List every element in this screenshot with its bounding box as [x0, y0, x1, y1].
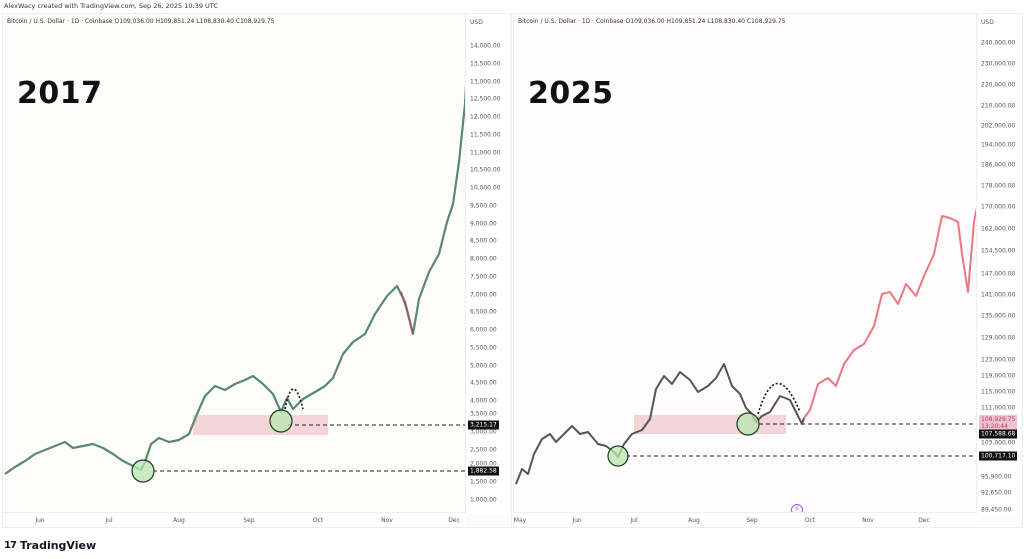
- month-label: Dec: [448, 517, 460, 524]
- chart-panel-2025[interactable]: Bitcoin / U.S. Dollar · 1D · Coinbase O1…: [513, 13, 1023, 528]
- price-tick: 1,500.00: [470, 478, 497, 486]
- symbol-legend: Bitcoin / U.S. Dollar · 1D · Coinbase O1…: [7, 18, 275, 25]
- month-label: Aug: [688, 517, 700, 524]
- price-tick: 10,000.00: [470, 184, 501, 192]
- last-price-tag: 108,929.75 13:20:44: [979, 415, 1018, 431]
- price-tick: 4,500.00: [470, 379, 497, 387]
- price-tick: 13,000.00: [470, 78, 501, 86]
- price-tick: 123,000.00: [981, 356, 1016, 364]
- price-tick: 9,000.00: [470, 220, 497, 228]
- price-tick: 147,000.00: [981, 270, 1016, 278]
- month-label: Sep: [746, 517, 758, 524]
- price-tag-low: 1,882.58: [468, 466, 499, 476]
- price-tick: 178,000.00: [981, 182, 1016, 190]
- price-tick: 2,500.00: [470, 446, 497, 454]
- bar-countdown: 13:20:44: [981, 423, 1008, 430]
- price-chart-2017: [4, 67, 466, 483]
- month-label: Sep: [243, 517, 255, 524]
- price-tick: 3,000.00: [470, 428, 497, 436]
- month-label: Dec: [918, 517, 930, 524]
- price-tick: 119,000.00: [981, 372, 1016, 380]
- year-label: 2017: [17, 76, 103, 111]
- price-tick: 95,900.00: [981, 473, 1012, 481]
- price-tick: 10,500.00: [470, 166, 501, 174]
- price-tick: 210,000.00: [981, 102, 1016, 110]
- price-chart-2025: [515, 201, 977, 485]
- month-label: May: [513, 517, 527, 524]
- price-tick: 89,450.00: [981, 506, 1012, 514]
- price-tick: 220,000.00: [981, 81, 1016, 89]
- price-tick: 5,000.00: [470, 362, 497, 370]
- price-tick: 111,000.00: [981, 404, 1016, 412]
- price-tick: 194,000.00: [981, 141, 1016, 149]
- price-tick: 162,000.00: [981, 225, 1016, 233]
- price-tick: 240,000.00: [981, 39, 1016, 47]
- month-label: Oct: [804, 517, 816, 524]
- price-tick: 7,500.00: [470, 273, 497, 281]
- plot-area[interactable]: Bitcoin / U.S. Dollar · 1D · Coinbase O1…: [514, 14, 977, 514]
- month-label: Jun: [35, 517, 45, 524]
- price-tick: 6,000.00: [470, 326, 497, 334]
- month-label: Nov: [862, 517, 874, 524]
- price-tag-support: 107,588.68: [979, 429, 1018, 439]
- price-tick: 8,000.00: [470, 255, 497, 263]
- price-tick: 4,000.00: [470, 397, 497, 405]
- price-tick: 129,000.00: [981, 334, 1016, 342]
- plot-area[interactable]: Bitcoin / U.S. Dollar · 1D · Coinbase O1…: [3, 14, 466, 514]
- brand-name: TradingView: [19, 539, 97, 552]
- price-tag-low: 100,717.10: [979, 451, 1018, 461]
- price-tick: 103,000.00: [981, 439, 1016, 447]
- price-tick: 5,500.00: [470, 344, 497, 352]
- price-tick: 135,000.00: [981, 312, 1016, 320]
- price-tick: 6,500.00: [470, 308, 497, 316]
- price-tick: 14,000.00: [470, 42, 501, 50]
- price-tick: 1,000.00: [470, 496, 497, 504]
- currency-label: USD: [981, 19, 994, 26]
- price-tag-support: 3,215.17: [468, 420, 499, 430]
- currency-label: USD: [470, 19, 483, 26]
- chart-panel-2017[interactable]: Bitcoin / U.S. Dollar · 1D · Coinbase O1…: [2, 13, 512, 528]
- price-tick: 154,500.00: [981, 247, 1016, 255]
- price-tick: 141,000.00: [981, 291, 1016, 299]
- price-tick: 11,000.00: [470, 149, 501, 157]
- symbol-legend: Bitcoin / U.S. Dollar · 1D · Coinbase O1…: [518, 18, 786, 25]
- time-axis[interactable]: May Jun Jul Aug Sep Oct Nov Dec: [514, 512, 977, 527]
- last-price: 108,929.75: [981, 416, 1016, 423]
- price-tick: 13,500.00: [470, 60, 501, 68]
- tradingview-logo-icon: 17: [4, 540, 17, 551]
- price-tick: 115,000.00: [981, 388, 1016, 396]
- month-label: Jul: [630, 517, 638, 524]
- month-label: Aug: [173, 517, 185, 524]
- year-label: 2025: [528, 76, 614, 111]
- price-axis[interactable]: USD 240,000.00 230,000.00 220,000.00 210…: [976, 14, 1022, 514]
- price-tick: 230,000.00: [981, 60, 1016, 68]
- price-tick: 202,000.00: [981, 122, 1016, 130]
- month-label: Jul: [105, 517, 113, 524]
- price-tick: 3,500.00: [470, 410, 497, 418]
- price-tick: 186,000.00: [981, 161, 1016, 169]
- price-tick: 11,500.00: [470, 131, 501, 139]
- price-tick: 2,000.00: [470, 460, 497, 468]
- month-label: Jun: [572, 517, 582, 524]
- price-tick: 12,000.00: [470, 113, 501, 121]
- price-tick: 9,500.00: [470, 202, 497, 210]
- month-label: Oct: [312, 517, 324, 524]
- price-tick: 8,500.00: [470, 237, 497, 245]
- price-tick: 170,000.00: [981, 203, 1016, 211]
- time-axis[interactable]: Jun Jul Aug Sep Oct Nov Dec: [3, 512, 466, 527]
- chart-credit: AlexWacy created with TradingView.com, S…: [4, 2, 218, 10]
- tradingview-logo[interactable]: 17 TradingView: [4, 539, 96, 552]
- price-tick: 12,500.00: [470, 95, 501, 103]
- price-axis[interactable]: USD 14,000.00 13,500.00 13,000.00 12,500…: [465, 14, 511, 514]
- month-label: Nov: [381, 517, 393, 524]
- price-tick: 92,650.00: [981, 489, 1012, 497]
- price-tick: 7,000.00: [470, 291, 497, 299]
